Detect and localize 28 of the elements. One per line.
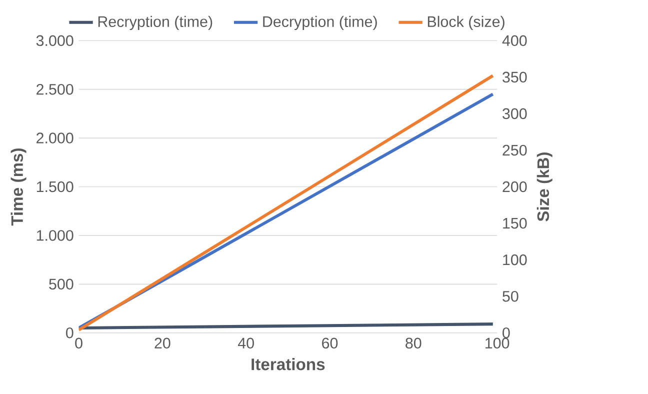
x-tick-label: 0: [75, 338, 82, 349]
x-tick-label: 20: [154, 338, 170, 349]
x-axis-title: Iterations: [252, 358, 325, 370]
x-tick-label: 80: [406, 338, 422, 349]
x-tick-label: 100: [486, 338, 510, 349]
y-tick-label: 1.500: [36, 181, 74, 192]
y2-tick-label: 400: [502, 35, 527, 46]
y2-tick-label: 150: [503, 218, 527, 229]
x-tick-label: 60: [322, 338, 338, 349]
y2-tick-label: 100: [503, 254, 527, 266]
y-tick-label: 2.000: [36, 132, 74, 144]
y2-tick-label: 350: [502, 72, 527, 83]
x-tick-label: 40: [238, 338, 254, 349]
legend-label: Block (size): [428, 16, 504, 30]
legend-label: Recryption (time): [98, 16, 212, 30]
y2-tick-label: 200: [502, 181, 527, 192]
y2-tick-label: 50: [502, 290, 518, 302]
y-tick-label: 2.500: [36, 84, 74, 95]
y2-tick-label: 250: [502, 144, 527, 156]
y-tick-label: 0: [66, 328, 74, 338]
y-tick-label: 3.000: [36, 35, 74, 46]
y-tick-label: 1.000: [36, 230, 74, 241]
y-axis-title: Time (ms): [10, 148, 26, 226]
y2-tick-label: 300: [502, 108, 527, 120]
y2-axis-title: Size (kB): [536, 152, 552, 222]
y-tick-label: 500: [49, 278, 74, 290]
legend-label: Decryption (time): [263, 16, 377, 30]
y2-tick-label: 0: [502, 328, 510, 338]
